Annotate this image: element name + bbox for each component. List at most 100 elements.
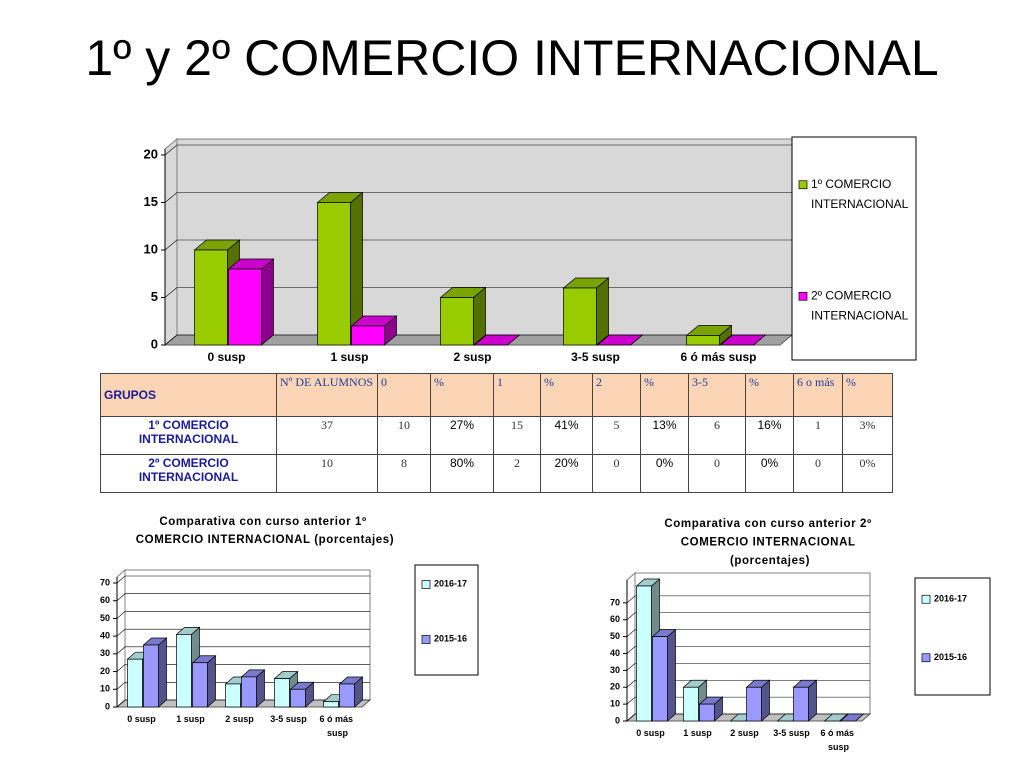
y-tick-label: 20 — [610, 682, 620, 692]
x-tick-label: 2 susp — [225, 714, 254, 724]
x-tick-label: 0 susp — [636, 728, 665, 738]
plot-side-wall — [164, 137, 178, 347]
y-tick-label: 70 — [100, 577, 110, 587]
legend-label: 2015-16 — [434, 634, 467, 644]
y-tick-label: 5 — [151, 289, 158, 304]
y-tick-label: 10 — [144, 241, 158, 256]
table-cell: 0% — [745, 454, 794, 493]
legend-label: 1º COMERCIO INTERNACIONAL — [811, 177, 909, 211]
y-tick-label: 40 — [610, 648, 620, 658]
y-tick-label: 15 — [144, 194, 158, 209]
y-tick-label: 30 — [100, 648, 110, 658]
legend-box — [791, 136, 917, 361]
grid-line — [164, 192, 792, 203]
table-cell: 2 — [493, 454, 541, 493]
table-cell: 1 — [793, 416, 843, 455]
bar — [440, 297, 474, 346]
y-tick-label: 30 — [610, 665, 620, 675]
bar — [699, 703, 715, 722]
legend-label: 2º COMERCIO INTERNACIONAL — [811, 288, 909, 322]
table-cell: 0% — [640, 454, 689, 493]
legend-label: 2016-17 — [434, 579, 467, 589]
bar — [290, 688, 306, 708]
bar — [351, 325, 385, 346]
legend-label: 2016-17 — [934, 594, 967, 604]
bar-top — [596, 334, 644, 346]
results-table: GRUPOS Nº DE ALUMNOS 0% 1% 2% 3-5% 6 o más% 1º … — [100, 373, 893, 493]
legend-swatch — [421, 635, 431, 644]
legend-swatch — [921, 594, 931, 604]
bar-top — [839, 713, 865, 722]
bar — [241, 676, 257, 708]
y-tick-label: 70 — [610, 597, 620, 607]
x-tick-label: 3-5 susp — [270, 714, 307, 724]
grid-line — [116, 646, 370, 655]
bar — [225, 683, 241, 708]
table-cell: % — [842, 373, 893, 417]
bar-side — [596, 277, 609, 346]
grid-line — [116, 664, 370, 672]
x-tick-label: 6 ó más susp — [680, 350, 756, 364]
table-cell: 5 — [592, 416, 641, 455]
legend-swatch — [421, 580, 431, 589]
table-cell: 6 o más — [793, 373, 843, 417]
bar — [192, 662, 208, 708]
table-cell: Nº DE ALUMNOS — [276, 373, 378, 417]
table-cell: 27% — [430, 416, 494, 455]
grid-line — [116, 611, 370, 619]
bar-top — [823, 713, 849, 722]
legend-swatch — [798, 291, 808, 301]
table-cell: 0 — [793, 454, 843, 493]
y-tick-label: 0 — [615, 715, 620, 725]
grid-line — [626, 679, 870, 688]
y-tick-label: 10 — [100, 684, 110, 694]
table-cell: % — [745, 373, 794, 417]
table-cell: 8 — [377, 454, 431, 493]
legend-label: 2015-16 — [934, 652, 967, 662]
plot-side-wall — [116, 568, 126, 709]
table-row: 1º COMERCIO INTERNACIONAL 37 10 27% 15 41% 5 13… — [100, 416, 893, 455]
table-cell: 41% — [540, 416, 593, 455]
bar — [317, 202, 351, 346]
bar-side — [261, 258, 274, 346]
table-cell: 0% — [842, 454, 893, 493]
x-tick-label: 6 ó más susp — [319, 714, 355, 738]
table-cell: 1º COMERCIO INTERNACIONAL — [100, 416, 277, 455]
bar-side — [207, 654, 216, 708]
table-cell: % — [430, 373, 494, 417]
y-tick-label: 10 — [610, 699, 620, 709]
x-tick-label: 0 susp — [207, 350, 245, 364]
bar-top — [719, 334, 767, 346]
bar-side — [158, 637, 167, 708]
y-tick-label: 60 — [610, 614, 620, 624]
table-cell: 80% — [430, 454, 494, 493]
chart-title: Comparativa con curso anterior 2º COMERC… — [664, 518, 875, 567]
bar — [793, 686, 809, 722]
table-cell: 0 — [377, 373, 431, 417]
x-tick-label: 3-5 susp — [571, 350, 620, 364]
grid-line — [626, 696, 870, 705]
table-cell: GRUPOS — [100, 373, 277, 417]
table-cell: 16% — [745, 416, 794, 455]
y-tick-label: 20 — [100, 666, 110, 676]
x-tick-label: 3-5 susp — [773, 728, 810, 738]
x-tick-label: 1 susp — [330, 350, 368, 364]
table-cell: 15 — [493, 416, 541, 455]
table-cell: 0 — [688, 454, 746, 493]
bar — [686, 335, 720, 346]
x-tick-label: 1 susp — [176, 714, 205, 724]
grid-line — [164, 239, 792, 251]
grid-line — [626, 629, 870, 637]
table-cell: 10 — [377, 416, 431, 455]
table-cell: 2 — [592, 373, 641, 417]
bar — [228, 268, 262, 346]
y-tick-label: 60 — [100, 595, 110, 605]
y-tick-label: 0 — [151, 336, 158, 351]
x-tick-label: 2 susp — [453, 350, 491, 364]
y-tick-label: 0 — [105, 701, 110, 711]
legend-swatch — [798, 180, 808, 190]
table-cell: 10 — [276, 454, 378, 493]
bar — [746, 686, 762, 722]
